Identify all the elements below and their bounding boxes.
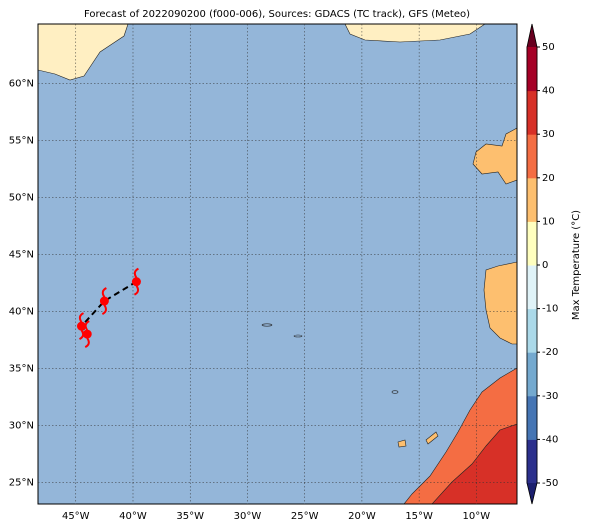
land: [38, 24, 517, 504]
storm-symbol: [99, 296, 109, 306]
colorbar-tick-label: -40: [542, 434, 558, 445]
iberia: [483, 261, 517, 345]
colorbar-over: [527, 24, 537, 47]
colorbar-segment: [526, 90, 538, 135]
colorbar-segment: [526, 395, 538, 440]
ocean: [38, 24, 517, 504]
colorbar-tick-label: -30: [542, 391, 558, 402]
colorbar-segment: [526, 351, 538, 397]
y-tick-label: 45°N: [9, 249, 34, 260]
colorbar-tick-label: 10: [542, 216, 555, 227]
colorbar-tick-label: -10: [542, 304, 558, 315]
colorbar-segment: [526, 46, 538, 92]
colorbar-tick-label: -20: [542, 347, 558, 358]
colorbar-tick-label: -50: [542, 478, 558, 489]
y-tick-label: 30°N: [9, 420, 34, 431]
iceland: [344, 24, 486, 43]
y-tick-label: 25°N: [9, 477, 34, 488]
greenland: [38, 24, 129, 81]
colorbar-segment: [526, 264, 538, 310]
x-tick-label: 25°W: [291, 511, 319, 522]
y-tick-label: 55°N: [9, 135, 34, 146]
y-tick-label: 50°N: [9, 192, 34, 203]
x-tick-label: 35°W: [176, 511, 204, 522]
title: Forecast of 2022090200 (f000-006), Sourc…: [84, 9, 470, 20]
canary: [397, 439, 407, 448]
azores: [261, 323, 273, 327]
canary: [425, 431, 439, 445]
colorbar-tick-label: 30: [542, 129, 555, 140]
colorbar-segment: [526, 308, 538, 353]
y-tick-label: 40°N: [9, 306, 34, 317]
ireland-uk: [472, 127, 517, 185]
colorbar-segment: [526, 133, 538, 179]
colorbar-tick-label: 40: [542, 86, 555, 97]
colorbar-under: [527, 483, 537, 504]
colorbar-segment: [526, 220, 538, 266]
madeira: [391, 390, 399, 394]
storm-symbol: [82, 329, 92, 339]
x-tick-label: 20°W: [348, 511, 376, 522]
x-tick-label: 10°W: [463, 511, 491, 522]
x-tick-label: 40°W: [119, 511, 147, 522]
x-tick-label: 15°W: [405, 511, 433, 522]
africa-hot: [431, 423, 517, 504]
storm-arm: [133, 267, 140, 296]
track-line: [80, 280, 137, 335]
storm-symbol: [76, 321, 86, 331]
x-tick-label: 30°W: [234, 511, 262, 522]
colorbar-segment: [526, 177, 538, 222]
map-frame: [37, 23, 518, 505]
y-tick-label: 60°N: [9, 78, 34, 89]
x-tick-label: 45°W: [62, 511, 90, 522]
colorbar-segment: [526, 438, 538, 484]
storm-symbol: [131, 277, 141, 287]
colorbar-tick-label: 50: [542, 42, 555, 53]
storm-arm: [101, 287, 107, 315]
colorbar-tick-label: 20: [542, 173, 555, 184]
colorbar-tick-label: 0: [542, 260, 548, 271]
storm-arm: [84, 320, 90, 349]
y-tick-label: 35°N: [9, 363, 34, 374]
colorbar-label: Max Temperature (°C): [571, 210, 582, 320]
azores: [293, 334, 303, 338]
